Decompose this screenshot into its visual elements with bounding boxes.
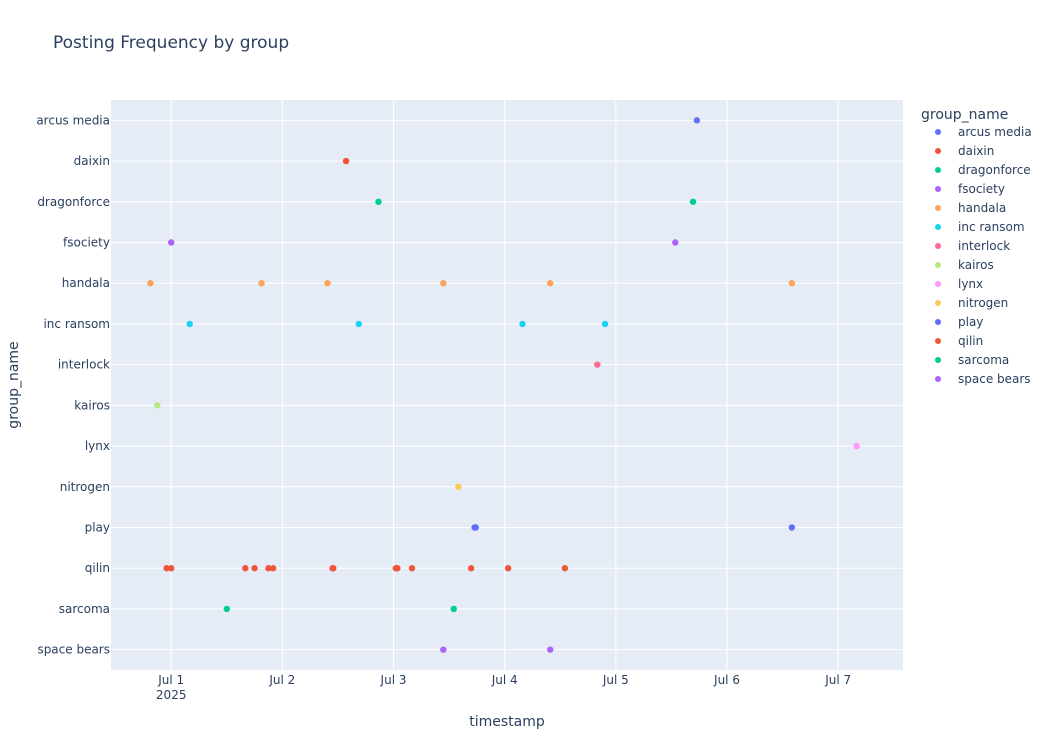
- data-point: [504, 565, 512, 572]
- data-point: [689, 198, 697, 205]
- data-point: [223, 605, 230, 613]
- legend-entry: dragonforce: [958, 163, 1031, 177]
- data-point: [519, 320, 526, 328]
- data-point: [788, 524, 796, 531]
- legend-marker: [935, 243, 941, 249]
- legend-entry: kairos: [958, 258, 994, 272]
- legend-marker: [935, 357, 941, 363]
- legend-marker: [935, 224, 941, 230]
- x-tick-label: Jul 5: [602, 673, 629, 687]
- legend-marker: [935, 338, 941, 344]
- legend-entry: fsociety: [958, 182, 1005, 196]
- chart-title: Posting Frequency by group: [53, 33, 290, 53]
- legend-marker: [935, 376, 941, 382]
- data-point: [163, 565, 170, 572]
- data-point: [269, 565, 277, 572]
- legend-entry: lynx: [958, 277, 983, 291]
- legend-entry: arcus media: [958, 125, 1032, 139]
- legend-title: group_name: [921, 107, 1008, 123]
- x-tick-label: Jul 1: [157, 673, 184, 687]
- legend-entry: sarcoma: [958, 353, 1009, 367]
- y-tick-label: arcus media: [36, 113, 110, 127]
- data-point: [693, 117, 701, 124]
- y-tick-label: inc ransom: [43, 317, 110, 331]
- legend-entry: handala: [958, 201, 1006, 215]
- legend-marker: [935, 129, 941, 135]
- data-point: [547, 280, 554, 287]
- y-tick-label: dragonforce: [37, 195, 110, 209]
- y-tick-label: sarcoma: [59, 602, 110, 616]
- y-tick-label: space bears: [37, 643, 110, 657]
- x-tick-sublabel: 2025: [156, 688, 187, 702]
- data-point: [154, 402, 161, 409]
- data-point: [450, 605, 457, 613]
- y-tick-label: interlock: [58, 358, 110, 372]
- legend-marker: [935, 319, 941, 325]
- legend-entry: nitrogen: [958, 296, 1008, 310]
- data-point: [561, 565, 569, 572]
- data-point: [788, 280, 796, 287]
- y-tick-label: lynx: [85, 439, 110, 453]
- x-tick-label: Jul 4: [491, 673, 518, 687]
- y-tick-label: play: [85, 521, 110, 535]
- legend-entry: space bears: [958, 372, 1031, 386]
- data-point: [242, 565, 249, 572]
- legend-marker: [935, 186, 941, 192]
- y-tick-label: nitrogen: [60, 480, 110, 494]
- data-point: [168, 565, 175, 572]
- legend-entry: interlock: [958, 239, 1010, 253]
- legend-marker: [935, 281, 941, 287]
- legend-entry: play: [958, 315, 983, 329]
- data-point: [547, 646, 554, 653]
- data-point: [251, 565, 258, 572]
- data-point: [440, 646, 447, 653]
- data-point: [265, 565, 272, 572]
- legend-marker: [935, 300, 941, 306]
- plot-area: [111, 100, 903, 670]
- data-point: [672, 239, 679, 246]
- data-point: [258, 280, 265, 287]
- y-tick-label: daixin: [74, 154, 110, 168]
- x-tick-label: Jul 3: [380, 673, 407, 687]
- x-axis-label: timestamp: [469, 714, 545, 730]
- y-tick-label: handala: [62, 276, 110, 290]
- legend: group_name arcus media daixin dragonforce f…: [921, 107, 1032, 386]
- data-point: [408, 565, 416, 572]
- legend-marker: [935, 148, 941, 154]
- data-point: [455, 483, 462, 490]
- legend-marker: [935, 205, 941, 211]
- data-point: [467, 565, 475, 572]
- x-tick-label: Jul 6: [713, 673, 740, 687]
- y-tick-label: fsociety: [63, 236, 110, 250]
- data-point: [601, 320, 609, 328]
- legend-marker: [935, 167, 941, 173]
- legend-entry: qilin: [958, 334, 983, 348]
- data-points: [147, 117, 860, 653]
- legend-entry: daixin: [958, 144, 994, 158]
- data-point: [375, 198, 382, 205]
- data-point: [324, 280, 331, 287]
- legend-entry: inc ransom: [958, 220, 1025, 234]
- y-tick-labels: arcus media daixin dragonforce fsociety hand…: [36, 113, 110, 656]
- data-point: [168, 239, 175, 246]
- y-axis-label: group_name: [6, 341, 22, 428]
- data-point: [342, 157, 350, 165]
- data-point: [355, 320, 362, 328]
- data-point: [472, 524, 479, 531]
- data-point: [394, 565, 401, 572]
- data-point: [330, 565, 337, 572]
- x-tick-label: Jul 2: [268, 673, 295, 687]
- data-point: [440, 280, 447, 287]
- data-point: [594, 361, 601, 368]
- legend-marker: [935, 262, 941, 268]
- y-tick-label: qilin: [85, 561, 110, 575]
- data-point: [147, 280, 154, 287]
- y-tick-label: kairos: [74, 398, 110, 412]
- data-point: [186, 320, 193, 328]
- x-tick-label: Jul 7: [824, 673, 851, 687]
- data-point: [853, 442, 860, 450]
